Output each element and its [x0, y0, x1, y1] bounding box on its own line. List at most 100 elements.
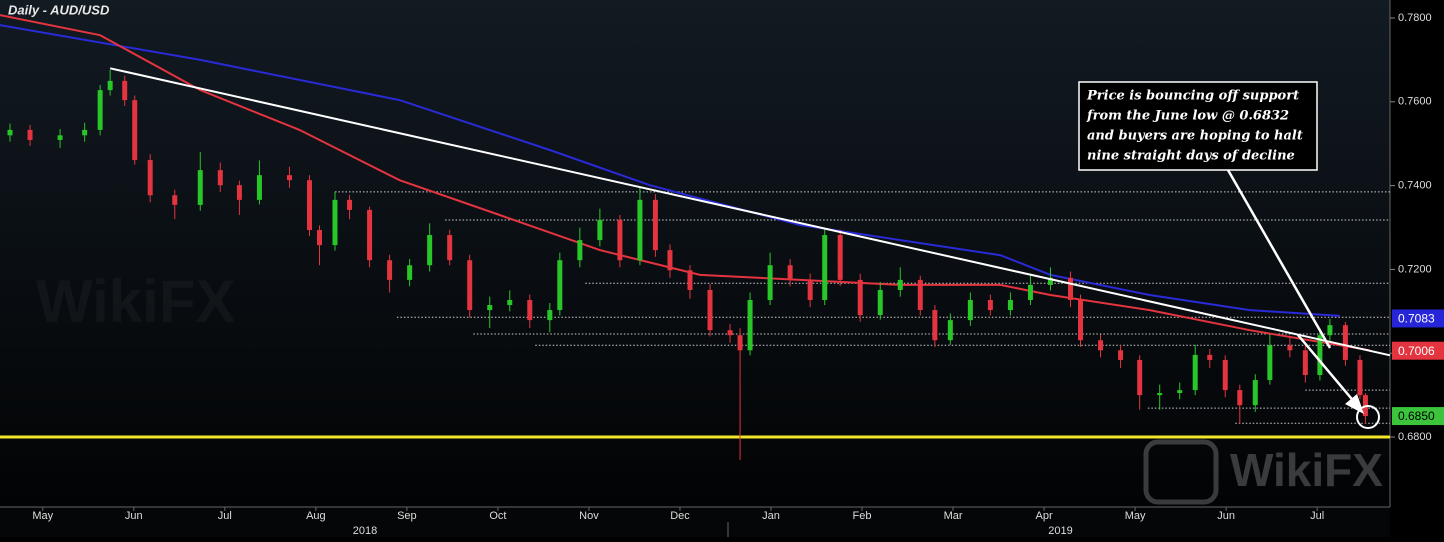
highlight-circle — [1356, 405, 1380, 429]
candle-body — [347, 199, 353, 210]
candle-body — [637, 199, 643, 261]
x-tick-label: Jun — [125, 510, 143, 522]
candle-body — [1192, 354, 1198, 391]
candle-body — [727, 330, 733, 336]
candle-body — [57, 135, 63, 140]
arrow-shaft — [1297, 334, 1357, 405]
moving-average-line — [0, 24, 1340, 317]
candle-body — [82, 129, 88, 136]
chart-title: Daily - AUD/USD — [8, 2, 110, 17]
candle-body — [857, 279, 863, 316]
candle-body — [1007, 300, 1013, 311]
candle-body — [286, 175, 292, 181]
candle-body — [597, 219, 603, 241]
x-tick-label: Mar — [944, 510, 963, 522]
candle-body — [527, 300, 533, 321]
candle-body — [667, 250, 673, 271]
candle-body — [1327, 325, 1333, 336]
watermark-logo: WikiFX — [1143, 439, 1383, 505]
candle-body — [1357, 359, 1363, 396]
candle-body — [332, 199, 338, 246]
x-tick-label: Nov — [579, 510, 599, 522]
price-label-box — [1392, 309, 1444, 328]
watermark: WikiFX — [1230, 444, 1383, 496]
x-tick-label: Sep — [397, 510, 417, 522]
candle-body — [256, 175, 262, 200]
x-axis-strip — [0, 507, 1390, 537]
annotation-line: and buyers are hoping to halt — [1087, 129, 1303, 144]
annotation-line: from the June low @ 0.6832 — [1086, 109, 1289, 124]
candle-body — [837, 235, 843, 280]
candle-body — [1118, 350, 1124, 360]
year-label: 2019 — [1048, 525, 1072, 537]
candle-body — [877, 289, 883, 316]
candle-body — [707, 289, 713, 331]
candle-body — [487, 305, 493, 311]
candle-body — [1098, 340, 1104, 351]
price-label-box — [1392, 341, 1444, 360]
candle-body — [987, 300, 993, 311]
trendline — [109, 67, 1391, 357]
x-tick-label: Feb — [853, 510, 872, 522]
year-label: 2018 — [353, 525, 377, 537]
candle-body — [147, 160, 153, 196]
y-tick-label: 0.7600 — [1398, 96, 1432, 108]
y-axis-strip — [1390, 0, 1444, 537]
candle-body — [1222, 359, 1228, 391]
y-tick-label: 0.6800 — [1398, 431, 1432, 443]
candle-body — [737, 335, 743, 351]
candle-body — [807, 279, 813, 301]
candle-body — [1317, 335, 1323, 376]
candle-body — [7, 129, 13, 136]
watermark: WikiFX — [36, 268, 235, 335]
x-tick-label: Oct — [489, 510, 506, 522]
annotation-box: Price is bouncing off support from the J… — [1078, 81, 1318, 171]
candle-body — [236, 185, 242, 200]
candle-body — [447, 235, 453, 261]
candle-body — [1137, 359, 1143, 396]
candle-body — [1302, 350, 1308, 376]
price-label: 0.7006 — [1398, 344, 1435, 358]
plot-background — [0, 0, 1390, 507]
moving-average-line — [0, 14, 1371, 352]
x-tick-label: Jun — [1217, 510, 1235, 522]
candle-body — [787, 265, 793, 280]
candle-body — [387, 260, 393, 280]
candle-body — [917, 279, 923, 311]
candle-body — [132, 100, 138, 161]
x-tick-label: May — [1125, 510, 1146, 522]
price-label: 0.6850 — [1398, 409, 1435, 423]
candle-body — [217, 170, 223, 186]
candle-body — [687, 270, 693, 290]
candle-body — [1237, 390, 1243, 406]
candle-body — [197, 170, 203, 205]
candle-body — [1157, 393, 1163, 396]
annotation-frame — [1078, 81, 1318, 171]
candle-body — [467, 260, 473, 311]
candle-body — [967, 300, 973, 321]
candle-body — [507, 300, 513, 306]
candle-body — [1207, 354, 1213, 360]
candle-body — [747, 300, 753, 351]
annotation-line: nine straight days of decline — [1087, 149, 1295, 164]
x-tick-label: Apr — [1036, 510, 1053, 522]
candle-body — [122, 80, 128, 101]
candle-body — [27, 129, 33, 140]
candle-body — [97, 90, 103, 130]
candle-body — [1047, 277, 1053, 285]
candle-body — [107, 80, 113, 91]
y-tick-label: 0.7200 — [1398, 263, 1432, 275]
candle-body — [897, 279, 903, 290]
annotation-line: Price is bouncing off support — [1086, 89, 1299, 104]
candle-body — [427, 235, 433, 266]
candle-body — [947, 320, 953, 341]
candle-body — [1342, 325, 1348, 360]
x-tick-label: Aug — [306, 510, 326, 522]
candle-body — [317, 230, 323, 246]
candle-body — [822, 235, 828, 301]
candle-body — [577, 240, 583, 261]
candle-body — [1252, 380, 1258, 406]
price-label: 0.7083 — [1398, 312, 1435, 326]
candle-body — [1267, 345, 1273, 381]
